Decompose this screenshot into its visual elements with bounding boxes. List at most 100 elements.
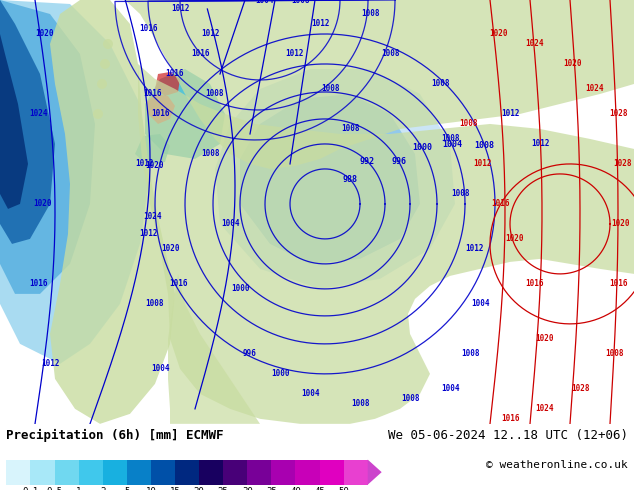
Text: We 05-06-2024 12..18 UTC (12+06): We 05-06-2024 12..18 UTC (12+06) [387,429,628,442]
Text: 1024: 1024 [29,109,48,119]
Polygon shape [50,0,175,424]
Text: 1020: 1020 [36,29,55,39]
Text: 1012: 1012 [286,49,304,58]
Bar [55,460,79,485]
Text: 5: 5 [124,488,129,490]
Text: 1028: 1028 [612,159,631,169]
Polygon shape [145,69,225,159]
Bar [320,460,344,485]
Text: 50: 50 [339,488,349,490]
Circle shape [100,59,110,69]
Text: 1012: 1012 [531,140,549,148]
Bar [103,460,127,485]
Text: 1024: 1024 [143,213,161,221]
Text: 1008: 1008 [401,394,419,403]
Text: 1016: 1016 [169,279,187,289]
Text: 40: 40 [290,488,301,490]
Text: 1020: 1020 [489,29,507,39]
Text: 1004: 1004 [301,390,320,398]
Text: 1008: 1008 [201,149,219,158]
Text: 1024: 1024 [526,40,544,49]
Text: 1004: 1004 [442,140,462,149]
Circle shape [97,79,107,89]
Text: 1: 1 [76,488,81,490]
Text: 1024: 1024 [536,404,554,414]
Text: 1016: 1016 [609,279,627,289]
Text: 1008: 1008 [340,124,359,133]
Text: 1020: 1020 [161,245,179,253]
Text: 1016: 1016 [139,24,157,33]
Text: 1004: 1004 [441,384,459,393]
Text: 0.1: 0.1 [22,488,39,490]
Polygon shape [0,34,28,209]
Polygon shape [0,0,95,294]
Text: © weatheronline.co.uk: © weatheronline.co.uk [486,460,628,470]
Bar [344,460,368,485]
Polygon shape [168,274,260,424]
Text: 1008: 1008 [430,79,450,89]
Text: 1028: 1028 [571,384,589,393]
Text: 1016: 1016 [526,279,544,289]
Text: 1008: 1008 [451,190,469,198]
Text: 1008: 1008 [351,399,369,408]
Text: 1012: 1012 [311,20,329,28]
Bar [271,460,295,485]
Text: 1008: 1008 [291,0,309,4]
Text: 35: 35 [266,488,276,490]
Text: 20: 20 [194,488,204,490]
Text: 1028: 1028 [609,109,627,119]
Text: 1012: 1012 [139,229,157,239]
Circle shape [103,39,113,49]
Bar [295,460,320,485]
Text: 1012: 1012 [136,159,154,169]
Text: 1016: 1016 [165,70,184,78]
Text: 1020: 1020 [506,234,524,244]
Text: 1008: 1008 [146,299,164,308]
Bar [79,460,103,485]
Text: 25: 25 [218,488,228,490]
Text: 1020: 1020 [33,199,51,208]
Text: 1016: 1016 [501,415,519,423]
Text: 1012: 1012 [466,245,484,253]
Text: 30: 30 [242,488,252,490]
Polygon shape [110,0,634,169]
Text: 10: 10 [146,488,156,490]
Polygon shape [138,64,634,424]
Text: 1016: 1016 [29,279,48,289]
Text: 992: 992 [360,157,375,166]
Text: 1008: 1008 [475,141,495,150]
Bar [223,460,247,485]
Polygon shape [240,94,420,264]
Text: Precipitation (6h) [mm] ECMWF: Precipitation (6h) [mm] ECMWF [6,429,224,442]
Text: 1008: 1008 [459,120,477,128]
Text: 1012: 1012 [171,4,190,14]
Text: 1008: 1008 [605,349,624,358]
Polygon shape [0,0,55,244]
Text: 1012: 1012 [41,359,59,368]
Bar [127,460,151,485]
Text: 1000: 1000 [412,144,432,152]
Text: 1020: 1020 [563,59,581,69]
Text: 1004: 1004 [256,0,275,4]
Bar [6,460,30,485]
Text: 1000: 1000 [271,369,289,378]
Text: 1008: 1008 [361,9,379,19]
Bar [247,460,271,485]
Text: 1012: 1012 [201,29,219,39]
Circle shape [93,109,103,119]
Text: 15: 15 [170,488,180,490]
Text: 2: 2 [100,488,105,490]
Polygon shape [155,72,180,96]
Text: 1020: 1020 [146,161,164,171]
Polygon shape [215,69,455,289]
Text: 0.5: 0.5 [46,488,63,490]
Text: 1004: 1004 [471,299,489,308]
Text: 1008: 1008 [206,90,224,98]
Text: 1012: 1012 [501,109,519,119]
Text: 1004: 1004 [151,365,169,373]
Text: 988: 988 [342,175,357,184]
Polygon shape [368,460,382,485]
Bar [199,460,223,485]
Text: 1008: 1008 [461,349,479,358]
Text: 45: 45 [314,488,325,490]
